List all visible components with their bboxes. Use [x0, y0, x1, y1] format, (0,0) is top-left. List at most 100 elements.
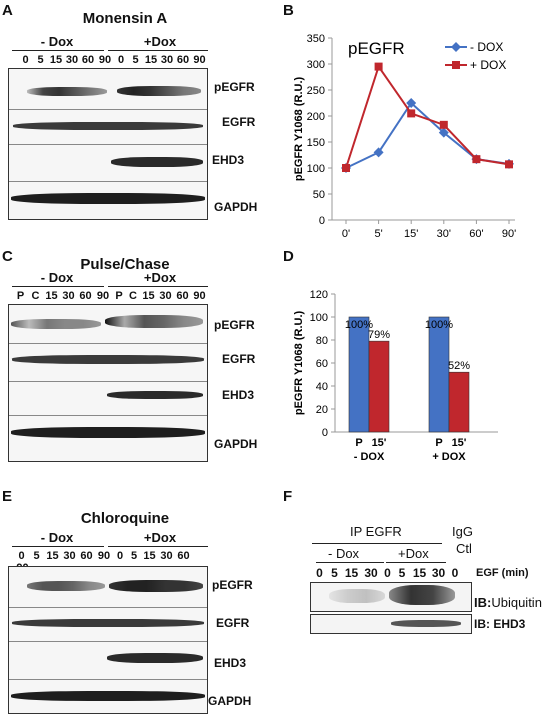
data-point	[472, 155, 481, 164]
time-label: 0	[384, 566, 391, 580]
y-tick-label: 100	[310, 312, 328, 324]
data-point	[374, 62, 383, 71]
band-row	[391, 620, 461, 627]
panel-a-group-plus: +Dox	[143, 34, 177, 49]
panel-a-label-egfr: EGFR	[222, 115, 256, 129]
time-label: 60	[81, 54, 95, 66]
panel-a-group-minus: - Dox	[40, 34, 74, 49]
legend-marker	[451, 42, 461, 52]
y-tick-label: 40	[316, 381, 328, 393]
panel-e-label-ehd3: EHD3	[214, 656, 247, 670]
panel-f-time-labels: 0 5 15 30 0 5 15 30 0	[312, 566, 472, 580]
panel-c-group-minus: - Dox	[40, 270, 74, 285]
time-label: 0	[451, 566, 459, 580]
band-row	[12, 619, 204, 627]
chart-ticks: 0 50 100 150 200 250 300 350 0' 5' 15' 30' 60' 90'	[307, 33, 517, 240]
bar-data-label: 100%	[425, 319, 453, 331]
panel-e-bracket-minus	[12, 546, 104, 547]
x-tick-label: 5'	[374, 228, 382, 240]
data-point	[342, 164, 350, 172]
time-label: 90	[97, 550, 111, 562]
ib-prefix: IB:	[474, 595, 492, 610]
band-row	[11, 427, 205, 438]
panel-c-bracket-minus	[12, 286, 104, 287]
panel-letter-c: C	[2, 248, 13, 265]
time-label: 15	[142, 290, 155, 302]
band-row	[27, 87, 107, 96]
bar	[428, 316, 450, 433]
time-label: 5	[132, 54, 139, 66]
panel-a-label-ehd3: EHD3	[212, 153, 245, 167]
panel-a-blot	[8, 68, 208, 220]
group-label: - DOX	[354, 451, 385, 463]
time-label: 90	[193, 290, 206, 302]
time-label: 0	[22, 54, 29, 66]
panel-c-time-labels: P C 15 30 60 90 P C 15 30 60 90	[13, 290, 208, 302]
time-label: 0	[117, 54, 125, 66]
time-label: 15	[49, 54, 63, 66]
legend-label: + DOX	[470, 58, 506, 72]
band-row	[27, 581, 105, 591]
y-tick-label: 350	[307, 33, 325, 45]
bar-chart: pEGFR Y1068 (R.U.) 0 20 40 60 80 100 120 100% P…	[293, 289, 498, 463]
time-label: 5	[331, 566, 338, 580]
panel-f-ib-ubiquitin-label: IB:Ubiquitin	[474, 595, 542, 610]
data-point	[406, 98, 417, 108]
time-label: 60	[176, 54, 190, 66]
time-label: 15	[143, 550, 156, 562]
time-label: 30	[431, 566, 446, 580]
bar	[448, 371, 470, 433]
chart-bars: 100% P 79% 15' 100% P 52% 15' - DOX + DOX	[345, 316, 470, 463]
time-label: 5	[130, 550, 138, 562]
panel-e-group-minus: - Dox	[40, 530, 74, 545]
time-label: 30	[364, 566, 378, 580]
bar-data-label: 100%	[345, 319, 373, 331]
legend-marker	[452, 61, 460, 69]
blot-divider	[9, 181, 207, 182]
panel-f-ip-bracket	[312, 543, 442, 544]
line-chart: pEGFR Y1068 (R.U.) pEGFR 0 50 100 150 200 250…	[293, 33, 517, 240]
panel-a-label-gapdh: GAPDH	[214, 200, 258, 214]
panel-letter-d: D	[283, 248, 294, 265]
band-row	[11, 193, 205, 204]
time-label: 0	[18, 550, 25, 562]
bar-x-label: 15'	[372, 437, 387, 449]
blot-divider	[9, 343, 207, 344]
band-row	[117, 86, 201, 96]
panel-f-ib-ehd3-label: IB: EHD3	[474, 617, 526, 631]
time-label: 5	[33, 550, 40, 562]
panel-a-bracket-plus	[108, 50, 208, 51]
y-tick-label: 0	[319, 215, 325, 227]
time-label: 30	[62, 290, 75, 302]
data-point	[373, 147, 384, 158]
panel-c-label-pegfr: pEGFR	[214, 318, 255, 332]
x-tick-label: 90'	[502, 228, 516, 240]
x-tick-label: 15'	[404, 228, 418, 240]
time-label: P	[115, 290, 123, 302]
x-tick-label: 30'	[437, 228, 451, 240]
band-row	[107, 391, 203, 399]
band-row	[105, 315, 203, 328]
panel-c-title: Pulse/Chase	[80, 256, 170, 273]
chart-series	[341, 62, 514, 173]
panel-a-label-pegfr: pEGFR	[214, 80, 255, 94]
panel-c-blot	[8, 304, 208, 462]
panel-a-time-labels: 0 5 15 30 60 90 0 5 15 30 60 90	[18, 54, 208, 66]
time-label: 15	[412, 566, 427, 580]
x-tick-label: 0'	[342, 228, 350, 240]
y-axis-label: pEGFR Y1068 (R.U.)	[293, 311, 305, 416]
y-tick-label: 20	[316, 404, 328, 416]
panel-f-ubiquitin-blot	[310, 582, 472, 612]
time-label: 15	[45, 290, 58, 302]
panel-c-label-gapdh: GAPDH	[214, 437, 258, 451]
time-label: 90	[96, 290, 110, 302]
band-row	[11, 319, 101, 329]
panel-e-blot	[8, 566, 208, 714]
blot-divider	[9, 109, 207, 110]
y-tick-label: 100	[307, 163, 325, 175]
y-tick-label: 200	[307, 111, 325, 123]
time-label: 30	[65, 54, 79, 66]
panel-letter-b: B	[283, 2, 294, 19]
bar-data-label: 79%	[368, 329, 390, 341]
